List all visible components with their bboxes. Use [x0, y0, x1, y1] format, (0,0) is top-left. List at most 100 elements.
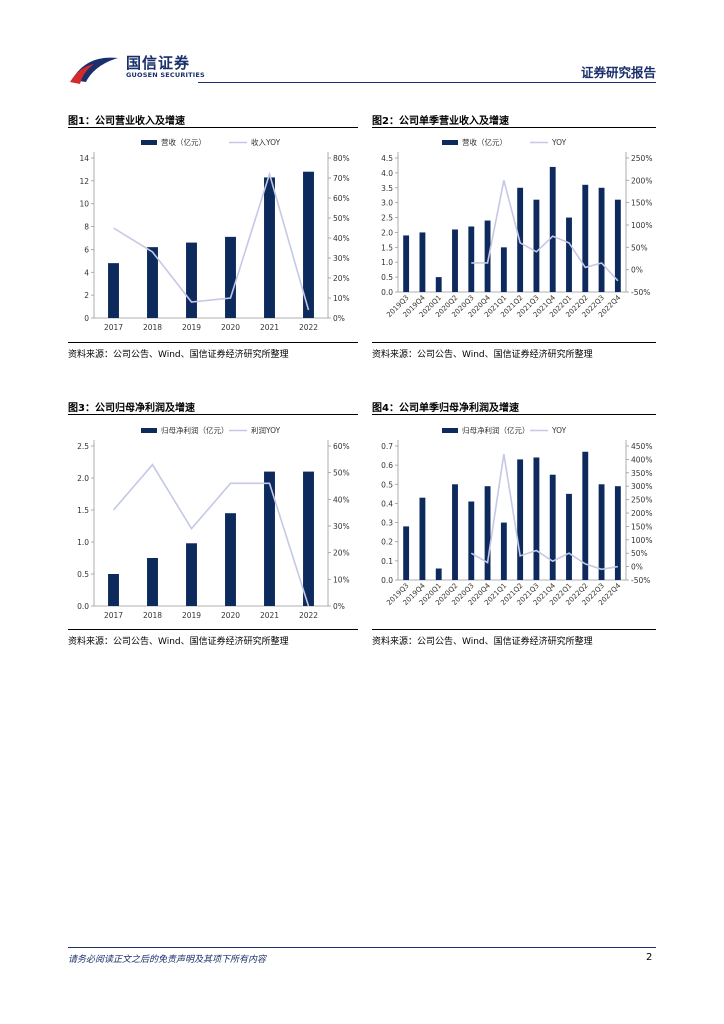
figure-1-title: 图1：公司营业收入及增速	[68, 116, 185, 127]
left-tick-label: 0.6	[381, 461, 393, 470]
yoy-line	[113, 171, 310, 311]
right-tick-label: 0%	[631, 563, 643, 572]
left-tick-label: 0.0	[77, 602, 89, 611]
right-tick-label: 450%	[631, 442, 652, 451]
left-tick-label: 10	[79, 200, 89, 209]
yoy-line	[470, 453, 618, 571]
x-tick-label: 2021	[260, 611, 279, 620]
bar	[147, 247, 158, 318]
figure-1-chart: 0 2 4 6 8 10 12 14 0% 10% 20% 30% 40% 50% 60% 70% 80% 201…	[79, 137, 350, 332]
figure-3-title: 图3：公司归母净利润及增速	[68, 403, 195, 414]
figure-4-source: 资料来源：公司公告、Wind、国信证券经济研究所整理	[372, 637, 593, 647]
right-tick-label: 10%	[333, 294, 350, 303]
right-tick-label: 60%	[333, 442, 350, 451]
bar	[484, 486, 491, 580]
bar	[264, 177, 275, 318]
figure-4-chart: 0.0 0.1 0.2 0.3 0.4 0.5 0.6 0.7 -50% 0% 50% 100% 150…	[381, 425, 652, 607]
left-tick-label: 4.5	[381, 154, 393, 163]
x-tick-label: 2018	[143, 611, 162, 620]
bar	[468, 226, 475, 292]
left-tick-label: 0.1	[381, 557, 393, 566]
left-tick-label: 0.5	[381, 480, 393, 489]
left-tick-label: 4.0	[381, 169, 393, 178]
right-tick-label: 250%	[631, 496, 652, 505]
left-tick-label: 2.0	[77, 474, 89, 483]
right-tick-label: 20%	[333, 274, 350, 283]
bar	[403, 526, 410, 580]
figure-4-top-rule	[372, 414, 656, 415]
left-tick-label: 1.0	[77, 538, 89, 547]
bar	[225, 513, 236, 606]
right-tick-label: 40%	[333, 495, 350, 504]
figure-2-title: 图2：公司单季营业收入及增速	[372, 116, 509, 127]
x-tick-label: 2018	[143, 323, 162, 332]
bar	[533, 199, 540, 292]
figure-3-source: 资料来源：公司公告、Wind、国信证券经济研究所整理	[68, 637, 289, 647]
left-tick-label: 4	[84, 268, 89, 277]
bar	[419, 232, 426, 292]
figure-2-chart: 0.0 0.5 1.0 1.5 2.0 2.5 3.0 3.5 4.0 4.5 -50% 0% 50% 1…	[381, 137, 652, 319]
bar	[533, 457, 540, 580]
right-tick-label: 60%	[333, 194, 350, 203]
bar	[264, 471, 275, 606]
left-tick-label: 2.5	[77, 442, 89, 451]
page-number: 2	[646, 952, 653, 963]
legend-bar-label: 营收（亿元）	[462, 137, 507, 147]
logo-text-cn: 国信证券	[126, 54, 191, 72]
left-tick-label: 0.2	[381, 538, 393, 547]
bar	[549, 474, 556, 580]
report-type-label: 证券研究报告	[580, 65, 656, 80]
figure-4-title: 图4：公司单季归母净利润及增速	[372, 403, 519, 414]
bar	[468, 501, 475, 580]
left-tick-label: 0	[84, 314, 89, 323]
bar	[435, 277, 442, 292]
figure-3-chart: 0.0 0.5 1.0 1.5 2.0 2.5 0% 10% 20% 30% 40% 50% 60% 20…	[77, 425, 350, 620]
header-divider	[198, 82, 656, 83]
left-tick-label: 0.5	[381, 273, 393, 282]
bar	[225, 236, 236, 318]
x-tick-label: 2020	[221, 323, 240, 332]
left-tick-label: 0.3	[381, 519, 393, 528]
right-tick-label: -50%	[631, 288, 650, 297]
right-tick-label: 30%	[333, 254, 350, 263]
left-tick-label: 1.5	[381, 243, 393, 252]
right-tick-label: 50%	[333, 214, 350, 223]
x-tick-label: 2021	[260, 323, 279, 332]
right-tick-label: 200%	[631, 176, 652, 185]
legend-line-label: YOY	[551, 426, 567, 435]
legend-bar-swatch	[141, 140, 157, 145]
yoy-line	[471, 180, 619, 282]
bar	[303, 471, 314, 606]
left-tick-label: 0.7	[381, 442, 393, 451]
left-tick-label: 0.0	[381, 288, 393, 297]
figure-2-source: 资料来源：公司公告、Wind、国信证券经济研究所整理	[372, 350, 593, 360]
right-tick-label: 10%	[333, 575, 350, 584]
bar	[598, 484, 605, 580]
bar	[419, 497, 426, 580]
figure-3-top-rule	[68, 414, 358, 415]
figure-3-bottom-rule	[68, 629, 358, 630]
bar	[484, 220, 491, 292]
bar	[303, 171, 314, 318]
right-tick-label: 150%	[631, 199, 652, 208]
figure-1-bottom-rule	[68, 342, 358, 343]
bar	[614, 199, 621, 292]
right-tick-label: 0%	[631, 266, 643, 275]
bar	[435, 568, 442, 580]
right-tick-label: 50%	[631, 549, 648, 558]
yoy-line	[112, 463, 310, 607]
x-tick-label: 2017	[104, 611, 123, 620]
right-tick-label: 100%	[631, 536, 652, 545]
bar	[403, 235, 410, 292]
guosen-logo-icon	[70, 57, 118, 84]
left-tick-label: 1.0	[381, 258, 393, 267]
left-tick-label: 2.0	[381, 228, 393, 237]
x-tick-label: 2019	[182, 611, 201, 620]
legend-bar-swatch	[141, 428, 157, 433]
left-tick-label: 2.5	[381, 214, 393, 223]
bar	[108, 574, 119, 606]
legend-bar-label: 营收（亿元）	[161, 137, 206, 147]
right-tick-label: 0%	[333, 602, 345, 611]
left-tick-label: 1.5	[77, 506, 89, 515]
bar	[614, 486, 621, 580]
